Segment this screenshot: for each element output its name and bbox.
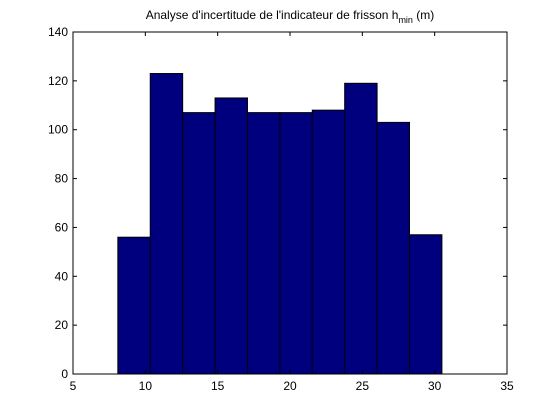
y-tick-label: 140 [48, 25, 68, 39]
y-tick-label: 20 [55, 318, 69, 332]
ticks-layer: 5 10 15 20 25 30 35 0 20 40 60 80 100 120 140 [48, 25, 514, 393]
histogram-bar [214, 97, 248, 375]
x-tick-label: 30 [428, 379, 442, 393]
bars-layer [117, 73, 443, 375]
y-tick-label: 60 [55, 220, 69, 234]
x-tick-label: 20 [283, 379, 297, 393]
x-tick-label: 5 [70, 379, 77, 393]
histogram-bar [246, 112, 281, 375]
chart-title-suffix: (m) [413, 8, 434, 22]
chart-title-subscript: min [398, 15, 413, 25]
axes-box [72, 31, 508, 375]
y-tick-label: 0 [61, 367, 68, 381]
histogram-bar [149, 73, 184, 375]
chart-title: Analyse d'incertitude de l'indicateur de… [146, 8, 435, 25]
y-tick-label: 80 [55, 172, 69, 186]
histogram-bar [279, 112, 313, 375]
histogram-bar [376, 121, 410, 375]
y-tick-label: 100 [48, 123, 68, 137]
x-tick-label: 35 [500, 379, 514, 393]
x-tick-label: 25 [356, 379, 370, 393]
histogram-bar [117, 236, 151, 375]
y-tick-label: 120 [48, 74, 68, 88]
histogram-bar [182, 112, 216, 375]
x-tick-label: 10 [139, 379, 153, 393]
chart-title-main: Analyse d'incertitude de l'indicateur de… [146, 8, 399, 22]
histogram-bar [344, 82, 378, 375]
histogram-bar [408, 234, 443, 375]
x-tick-label: 15 [211, 379, 225, 393]
y-tick-label: 40 [55, 269, 69, 283]
histogram-bar [311, 109, 346, 375]
